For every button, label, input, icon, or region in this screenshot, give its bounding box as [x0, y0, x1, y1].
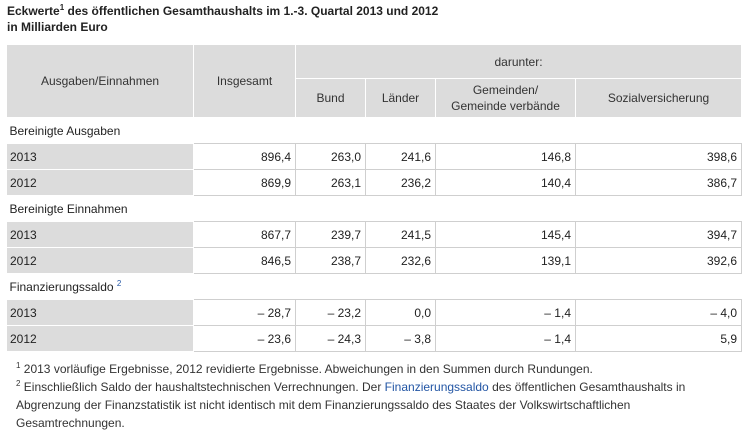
- cell-laender: 241,5: [365, 221, 436, 248]
- section-label: Bereinigte Ausgaben: [6, 117, 742, 144]
- header-ausgaben-einnahmen: Ausgaben/Einnahmen: [6, 44, 194, 118]
- cell-sozialversicherung: 398,6: [574, 143, 743, 170]
- section-label-text: Finanzierungssaldo: [9, 279, 114, 294]
- table-title: Eckwerte1 des öffentlichen Gesamthaushal…: [7, 3, 438, 35]
- cell-insgesamt: 896,4: [193, 143, 296, 170]
- table-row: 2012 869,9 263,1 236,2 140,4 386,7: [6, 169, 743, 196]
- cell-sozialversicherung: 394,7: [574, 221, 743, 248]
- section-row: Bereinigte Ausgaben: [6, 117, 742, 144]
- header-bund: Bund: [295, 78, 366, 118]
- header-sozialversicherung: Sozialversicherung: [574, 78, 743, 118]
- row-year: 2013: [6, 143, 194, 170]
- section-label-text: Bereinigte Einnahmen: [9, 201, 128, 216]
- header-darunter: darunter:: [294, 44, 743, 79]
- row-year: 2012: [6, 169, 194, 196]
- title-text: Eckwerte: [7, 4, 60, 18]
- header-gemeinden: Gemeinden/Gemeinde verbände: [435, 78, 576, 118]
- title-text-rest: des öffentlichen Gesamthaushalts im 1.-3…: [64, 4, 439, 18]
- title-line-1: Eckwerte1 des öffentlichen Gesamthaushal…: [7, 3, 438, 19]
- cell-gemeinden: – 1,4: [435, 325, 576, 352]
- cell-insgesamt: 846,5: [193, 247, 296, 274]
- footnote-1: 1 2013 vorläufige Ergebnisse, 2012 revid…: [16, 360, 736, 378]
- cell-laender: 0,0: [365, 299, 436, 326]
- finanzierungssaldo-link[interactable]: Finanzierungssaldo: [384, 380, 489, 394]
- cell-bund: – 23,2: [295, 299, 366, 326]
- cell-gemeinden: – 1,4: [435, 299, 576, 326]
- cell-sozialversicherung: – 4,0: [574, 299, 743, 326]
- cell-insgesamt: 867,7: [193, 221, 296, 248]
- cell-gemeinden: 145,4: [435, 221, 576, 248]
- row-year: 2012: [6, 247, 194, 274]
- cell-bund: 239,7: [295, 221, 366, 248]
- cell-gemeinden: 140,4: [435, 169, 576, 196]
- header-gemeinden-line2: Gemeinde verbände: [451, 99, 560, 113]
- cell-insgesamt: – 28,7: [193, 299, 296, 326]
- cell-insgesamt: 869,9: [193, 169, 296, 196]
- table-row: 2013 – 28,7 – 23,2 0,0 – 1,4 – 4,0: [6, 299, 743, 326]
- cell-gemeinden: 146,8: [435, 143, 576, 170]
- header-insgesamt: Insgesamt: [193, 44, 296, 118]
- row-year: 2013: [6, 221, 194, 248]
- cell-laender: – 3,8: [365, 325, 436, 352]
- table-row: 2013 896,4 263,0 241,6 146,8 398,6: [6, 143, 743, 170]
- footnote-2-text-rest: des öffentlichen Gesamthaushalts in Abgr…: [16, 380, 686, 430]
- footnotes: 1 2013 vorläufige Ergebnisse, 2012 revid…: [16, 360, 736, 432]
- cell-bund: 263,1: [295, 169, 366, 196]
- title-line-2: in Milliarden Euro: [7, 20, 108, 34]
- footnote-2-text: Einschließlich Saldo der haushaltstechni…: [20, 380, 385, 394]
- row-year: 2013: [6, 299, 194, 326]
- cell-laender: 232,6: [365, 247, 436, 274]
- row-year: 2012: [6, 325, 194, 352]
- header-gemeinden-line1: Gemeinden/: [472, 83, 539, 97]
- section-label-text: Bereinigte Ausgaben: [9, 123, 121, 138]
- footnote-2: 2 Einschließlich Saldo der haushaltstech…: [16, 378, 736, 432]
- table-row: 2012 – 23,6 – 24,3 – 3,8 – 1,4 5,9: [6, 325, 743, 352]
- cell-laender: 236,2: [365, 169, 436, 196]
- header-row-2: Bund Länder Gemeinden/Gemeinde verbände …: [7, 78, 743, 118]
- cell-bund: 238,7: [295, 247, 366, 274]
- footnote-1-marker: 1: [16, 361, 21, 370]
- table-row: 2013 867,7 239,7 241,5 145,4 394,7: [6, 221, 743, 248]
- cell-sozialversicherung: 392,6: [574, 247, 743, 274]
- table-row: 2012 846,5 238,7 232,6 139,1 392,6: [6, 247, 743, 274]
- cell-sozialversicherung: 5,9: [574, 325, 743, 352]
- data-table: Ausgaben/Einnahmen Insgesamt darunter: B…: [6, 44, 743, 352]
- cell-insgesamt: – 23,6: [193, 325, 296, 352]
- cell-gemeinden: 139,1: [435, 247, 576, 274]
- cell-bund: – 24,3: [295, 325, 366, 352]
- cell-bund: 263,0: [295, 143, 366, 170]
- footnote-1-text: 2013 vorläufige Ergebnisse, 2012 revidie…: [20, 362, 593, 376]
- cell-sozialversicherung: 386,7: [574, 169, 743, 196]
- title-footnote-ref[interactable]: 1: [59, 3, 65, 12]
- section-footnote-ref[interactable]: 2: [116, 278, 122, 288]
- section-row: Finanzierungssaldo 2: [6, 273, 742, 300]
- header-laender: Länder: [365, 78, 436, 118]
- footnote-2-marker: 2: [16, 379, 21, 388]
- section-row: Bereinigte Einnahmen: [6, 195, 742, 222]
- section-label: Bereinigte Einnahmen: [6, 195, 742, 222]
- header-row-1: Ausgaben/Einnahmen Insgesamt darunter:: [6, 44, 743, 118]
- section-label: Finanzierungssaldo 2: [6, 273, 742, 300]
- cell-laender: 241,6: [365, 143, 436, 170]
